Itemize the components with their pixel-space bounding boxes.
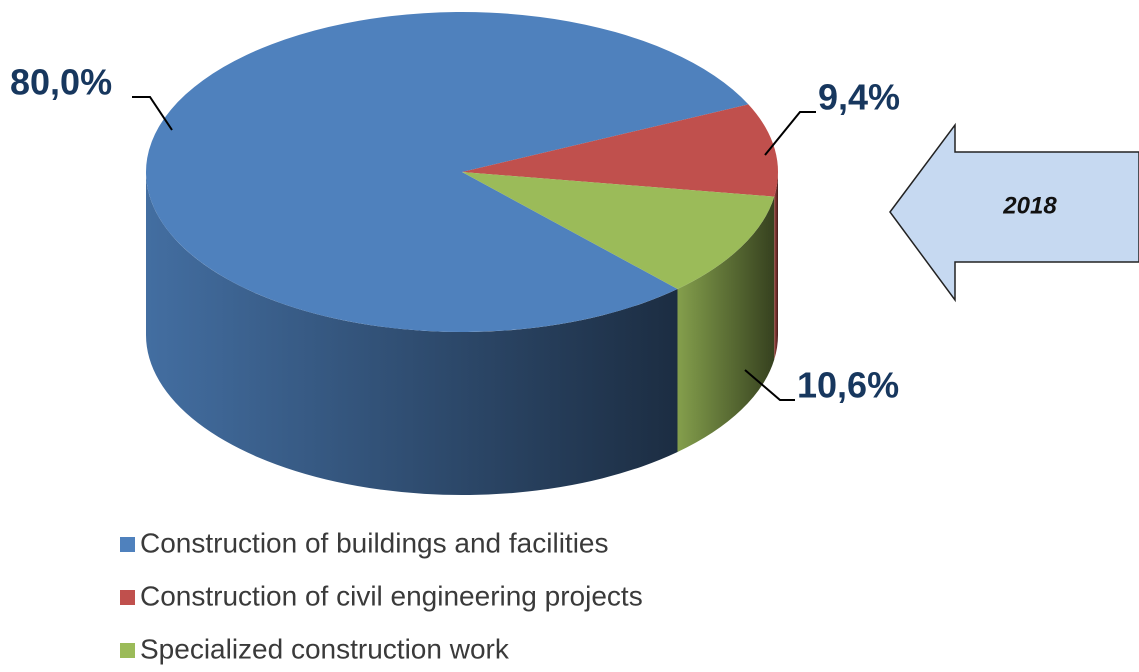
pie-side <box>774 172 778 360</box>
arrow <box>889 122 1139 303</box>
pie-slice <box>146 11 749 332</box>
annotation: 2018 <box>1002 192 1057 219</box>
labels: 80,0% 9,4% 10,6% <box>10 62 900 406</box>
pie-sides <box>146 172 778 495</box>
legend: Construction of buildings and facilities… <box>120 527 643 664</box>
data-label: 10,6% <box>797 365 899 406</box>
leader-line <box>764 111 816 156</box>
pie-side <box>146 172 678 495</box>
legend-swatch <box>120 590 135 605</box>
pie-slice <box>462 104 778 197</box>
pie-tops <box>146 11 778 332</box>
pie-side <box>677 196 775 453</box>
legend-label: Construction of civil engineering projec… <box>140 580 643 611</box>
data-label: 9,4% <box>818 77 900 118</box>
legend-swatch <box>120 643 135 658</box>
legend-swatch <box>120 537 135 552</box>
leader-line <box>744 369 795 401</box>
pie-slice <box>462 172 775 290</box>
legend-label: Construction of buildings and facilities <box>140 527 608 558</box>
leader-line <box>132 96 173 131</box>
data-label: 80,0% <box>10 62 112 103</box>
legend-label: Specialized construction work <box>140 633 510 664</box>
